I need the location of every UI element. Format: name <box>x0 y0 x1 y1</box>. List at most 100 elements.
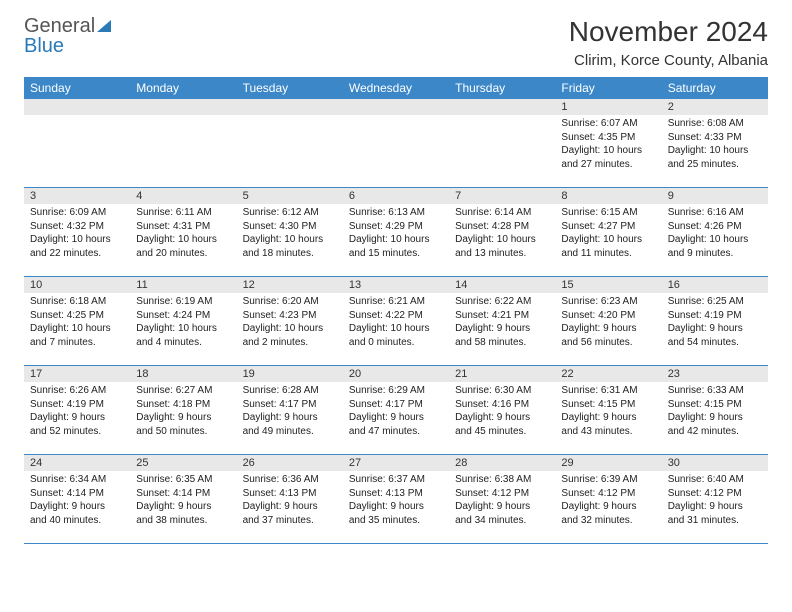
sunrise-text: Sunrise: 6:28 AM <box>243 384 337 398</box>
day-number: 18 <box>130 366 236 382</box>
day-details: Sunrise: 6:11 AMSunset: 4:31 PMDaylight:… <box>130 204 236 264</box>
sunset-text: Sunset: 4:25 PM <box>30 309 124 323</box>
day-number-empty <box>237 99 343 115</box>
sunrise-text: Sunrise: 6:33 AM <box>668 384 762 398</box>
day-number: 27 <box>343 455 449 471</box>
sunset-text: Sunset: 4:29 PM <box>349 220 443 234</box>
day-details: Sunrise: 6:08 AMSunset: 4:33 PMDaylight:… <box>662 115 768 175</box>
day-number: 22 <box>555 366 661 382</box>
day-number: 19 <box>237 366 343 382</box>
calendar-page: General Blue November 2024 Clirim, Korce… <box>0 0 792 560</box>
calendar-day-cell <box>24 99 130 188</box>
sunset-text: Sunset: 4:26 PM <box>668 220 762 234</box>
daylight-text: Daylight: 10 hours and 0 minutes. <box>349 322 443 349</box>
day-number: 21 <box>449 366 555 382</box>
day-number-empty <box>130 99 236 115</box>
day-number: 12 <box>237 277 343 293</box>
sunrise-text: Sunrise: 6:15 AM <box>561 206 655 220</box>
sunrise-text: Sunrise: 6:19 AM <box>136 295 230 309</box>
day-details: Sunrise: 6:29 AMSunset: 4:17 PMDaylight:… <box>343 382 449 442</box>
daylight-text: Daylight: 10 hours and 9 minutes. <box>668 233 762 260</box>
calendar-week-row: 3Sunrise: 6:09 AMSunset: 4:32 PMDaylight… <box>24 188 768 277</box>
sunrise-text: Sunrise: 6:35 AM <box>136 473 230 487</box>
logo-text-2: Blue <box>24 36 111 56</box>
calendar-day-cell: 7Sunrise: 6:14 AMSunset: 4:28 PMDaylight… <box>449 188 555 277</box>
calendar-day-cell: 22Sunrise: 6:31 AMSunset: 4:15 PMDayligh… <box>555 366 661 455</box>
day-number: 24 <box>24 455 130 471</box>
day-number: 29 <box>555 455 661 471</box>
day-number: 1 <box>555 99 661 115</box>
sunset-text: Sunset: 4:18 PM <box>136 398 230 412</box>
day-number: 14 <box>449 277 555 293</box>
sunset-text: Sunset: 4:17 PM <box>349 398 443 412</box>
sunset-text: Sunset: 4:22 PM <box>349 309 443 323</box>
sunrise-text: Sunrise: 6:40 AM <box>668 473 762 487</box>
calendar-day-cell: 15Sunrise: 6:23 AMSunset: 4:20 PMDayligh… <box>555 277 661 366</box>
logo-text-1: General <box>24 16 95 36</box>
sunrise-text: Sunrise: 6:36 AM <box>243 473 337 487</box>
daylight-text: Daylight: 9 hours and 34 minutes. <box>455 500 549 527</box>
day-details: Sunrise: 6:22 AMSunset: 4:21 PMDaylight:… <box>449 293 555 353</box>
daylight-text: Daylight: 10 hours and 7 minutes. <box>30 322 124 349</box>
calendar-day-cell: 14Sunrise: 6:22 AMSunset: 4:21 PMDayligh… <box>449 277 555 366</box>
day-number: 28 <box>449 455 555 471</box>
day-details: Sunrise: 6:34 AMSunset: 4:14 PMDaylight:… <box>24 471 130 531</box>
calendar-day-cell: 30Sunrise: 6:40 AMSunset: 4:12 PMDayligh… <box>662 455 768 544</box>
daylight-text: Daylight: 9 hours and 38 minutes. <box>136 500 230 527</box>
calendar-day-cell: 25Sunrise: 6:35 AMSunset: 4:14 PMDayligh… <box>130 455 236 544</box>
month-title: November 2024 <box>569 16 768 48</box>
daylight-text: Daylight: 9 hours and 50 minutes. <box>136 411 230 438</box>
daylight-text: Daylight: 9 hours and 56 minutes. <box>561 322 655 349</box>
daylight-text: Daylight: 9 hours and 47 minutes. <box>349 411 443 438</box>
weekday-header: Wednesday <box>343 77 449 99</box>
calendar-day-cell: 9Sunrise: 6:16 AMSunset: 4:26 PMDaylight… <box>662 188 768 277</box>
day-details: Sunrise: 6:28 AMSunset: 4:17 PMDaylight:… <box>237 382 343 442</box>
calendar-week-row: 17Sunrise: 6:26 AMSunset: 4:19 PMDayligh… <box>24 366 768 455</box>
sunrise-text: Sunrise: 6:13 AM <box>349 206 443 220</box>
daylight-text: Daylight: 9 hours and 58 minutes. <box>455 322 549 349</box>
sunset-text: Sunset: 4:15 PM <box>668 398 762 412</box>
daylight-text: Daylight: 10 hours and 15 minutes. <box>349 233 443 260</box>
sunrise-text: Sunrise: 6:08 AM <box>668 117 762 131</box>
sunset-text: Sunset: 4:28 PM <box>455 220 549 234</box>
daylight-text: Daylight: 9 hours and 40 minutes. <box>30 500 124 527</box>
calendar-day-cell: 19Sunrise: 6:28 AMSunset: 4:17 PMDayligh… <box>237 366 343 455</box>
sunset-text: Sunset: 4:27 PM <box>561 220 655 234</box>
sunrise-text: Sunrise: 6:34 AM <box>30 473 124 487</box>
calendar-day-cell: 1Sunrise: 6:07 AMSunset: 4:35 PMDaylight… <box>555 99 661 188</box>
sunset-text: Sunset: 4:17 PM <box>243 398 337 412</box>
sunset-text: Sunset: 4:30 PM <box>243 220 337 234</box>
day-number: 23 <box>662 366 768 382</box>
sunrise-text: Sunrise: 6:29 AM <box>349 384 443 398</box>
day-number: 7 <box>449 188 555 204</box>
day-details: Sunrise: 6:16 AMSunset: 4:26 PMDaylight:… <box>662 204 768 264</box>
day-details: Sunrise: 6:21 AMSunset: 4:22 PMDaylight:… <box>343 293 449 353</box>
sunset-text: Sunset: 4:24 PM <box>136 309 230 323</box>
daylight-text: Daylight: 9 hours and 35 minutes. <box>349 500 443 527</box>
day-number: 30 <box>662 455 768 471</box>
weekday-header: Sunday <box>24 77 130 99</box>
day-details: Sunrise: 6:09 AMSunset: 4:32 PMDaylight:… <box>24 204 130 264</box>
daylight-text: Daylight: 9 hours and 43 minutes. <box>561 411 655 438</box>
day-details: Sunrise: 6:33 AMSunset: 4:15 PMDaylight:… <box>662 382 768 442</box>
sunrise-text: Sunrise: 6:20 AM <box>243 295 337 309</box>
day-number: 20 <box>343 366 449 382</box>
sunset-text: Sunset: 4:19 PM <box>668 309 762 323</box>
weekday-header: Thursday <box>449 77 555 99</box>
sunset-text: Sunset: 4:13 PM <box>243 487 337 501</box>
sunset-text: Sunset: 4:12 PM <box>668 487 762 501</box>
sunset-text: Sunset: 4:16 PM <box>455 398 549 412</box>
location-subtitle: Clirim, Korce County, Albania <box>569 52 768 69</box>
day-details: Sunrise: 6:38 AMSunset: 4:12 PMDaylight:… <box>449 471 555 531</box>
day-details: Sunrise: 6:30 AMSunset: 4:16 PMDaylight:… <box>449 382 555 442</box>
daylight-text: Daylight: 10 hours and 4 minutes. <box>136 322 230 349</box>
sunrise-text: Sunrise: 6:22 AM <box>455 295 549 309</box>
day-number: 17 <box>24 366 130 382</box>
calendar-day-cell: 8Sunrise: 6:15 AMSunset: 4:27 PMDaylight… <box>555 188 661 277</box>
calendar-day-cell: 12Sunrise: 6:20 AMSunset: 4:23 PMDayligh… <box>237 277 343 366</box>
day-number: 25 <box>130 455 236 471</box>
sunset-text: Sunset: 4:14 PM <box>30 487 124 501</box>
day-number: 5 <box>237 188 343 204</box>
day-details: Sunrise: 6:25 AMSunset: 4:19 PMDaylight:… <box>662 293 768 353</box>
day-number: 26 <box>237 455 343 471</box>
